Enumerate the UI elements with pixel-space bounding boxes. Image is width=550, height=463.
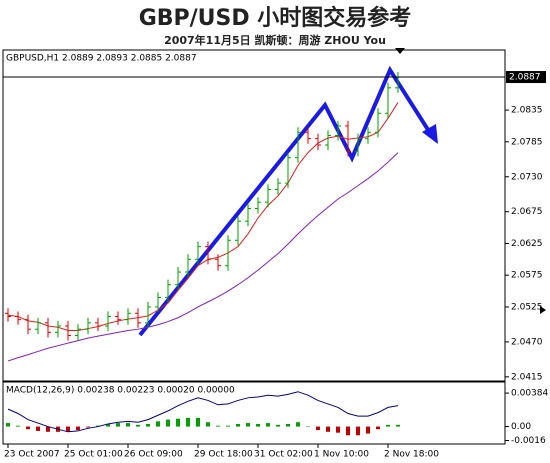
- macd-label: MACD(12,26,9) 0.00238 0.00223 0.00020 0.…: [6, 386, 235, 396]
- histogram-bar: [166, 419, 170, 427]
- arrowhead: [422, 124, 438, 144]
- last-price-box: [506, 71, 546, 84]
- histogram-bar: [266, 423, 270, 427]
- y-tick-label: 0.00: [511, 422, 531, 432]
- histogram-bar: [236, 423, 240, 427]
- trend-annotation: [138, 65, 434, 337]
- y-tick-label: 2.0415: [511, 372, 543, 382]
- y-tick-label: 2.0470: [511, 337, 543, 347]
- y-tick-label: 2.0575: [511, 271, 543, 281]
- y-tick-label: 2.0625: [511, 239, 543, 249]
- moving-average: [7, 152, 399, 362]
- histogram-bar: [106, 423, 110, 427]
- y-tick-label: 2.0835: [511, 106, 543, 116]
- histogram-bar: [246, 423, 250, 427]
- histogram-bar: [116, 423, 120, 427]
- histogram-bar: [336, 426, 340, 433]
- histogram-bar: [156, 421, 160, 427]
- histogram-bar: [66, 426, 70, 432]
- histogram-bar: [146, 423, 150, 427]
- histogram-bar: [326, 426, 330, 432]
- histogram-bar: [216, 425, 220, 427]
- histogram-bar: [306, 426, 310, 428]
- histogram-bar: [26, 426, 30, 430]
- histogram-bar: [126, 423, 130, 427]
- histogram-bar: [16, 425, 20, 427]
- histogram-bar: [136, 424, 140, 427]
- histogram-bar: [6, 423, 10, 427]
- x-tick-label: 29 Oct 18:00: [194, 450, 253, 460]
- x-tick-label: 2 Nov 18:00: [384, 450, 439, 460]
- histogram-bar: [196, 417, 200, 427]
- subtitle: 2007年11月5日 凯斯顿：周游 ZHOU You: [164, 33, 386, 47]
- y-tick-label: 2.0675: [511, 207, 543, 217]
- x-tick-label: 31 Oct 02:00: [254, 450, 313, 460]
- histogram-bar: [296, 422, 300, 427]
- macd-panel: [2, 381, 506, 445]
- histogram-bar: [36, 426, 40, 431]
- last-price-label: 2.0887: [509, 73, 541, 83]
- histogram-bar: [256, 423, 260, 427]
- histogram-bar: [276, 424, 280, 427]
- histogram-bar: [356, 426, 360, 436]
- y-tick-label: 2.0525: [511, 302, 543, 312]
- price-panel: [2, 49, 506, 382]
- x-tick-label: 25 Oct 01:00: [64, 450, 123, 460]
- histogram-bar: [376, 426, 380, 430]
- y-tick-label: 2.0730: [511, 172, 543, 182]
- title: GBP/USD 小时图交易参考: [139, 5, 412, 31]
- histogram-bar: [366, 426, 370, 434]
- histogram-bar: [386, 424, 390, 427]
- histogram-bar: [46, 426, 50, 432]
- histogram-bar: [86, 426, 90, 428]
- histogram-bar: [346, 426, 350, 436]
- macd-line: [7, 391, 399, 433]
- histogram-bar: [316, 426, 320, 431]
- price-label: GBPUSD,H1 2.0889 2.0893 2.0885 2.0887: [6, 54, 197, 64]
- x-tick-label: 26 Oct 09:00: [124, 450, 183, 460]
- histogram-bar: [206, 422, 210, 427]
- x-tick-label: 23 Oct 2007: [4, 450, 60, 460]
- histogram-bar: [396, 424, 400, 427]
- y-tick-label: 0.00384: [511, 389, 548, 399]
- histogram-bar: [226, 425, 230, 427]
- histogram-bar: [186, 417, 190, 427]
- marker: [395, 48, 405, 54]
- histogram-bar: [176, 418, 180, 427]
- y-tick-label: -0.0016: [511, 436, 546, 446]
- histogram-bar: [286, 423, 290, 427]
- y-tick-label: 2.0785: [511, 137, 543, 147]
- marker: [540, 306, 546, 314]
- moving-average: [7, 102, 399, 331]
- histogram-bar: [76, 426, 80, 431]
- x-tick-label: 1 Nov 10:00: [314, 450, 369, 460]
